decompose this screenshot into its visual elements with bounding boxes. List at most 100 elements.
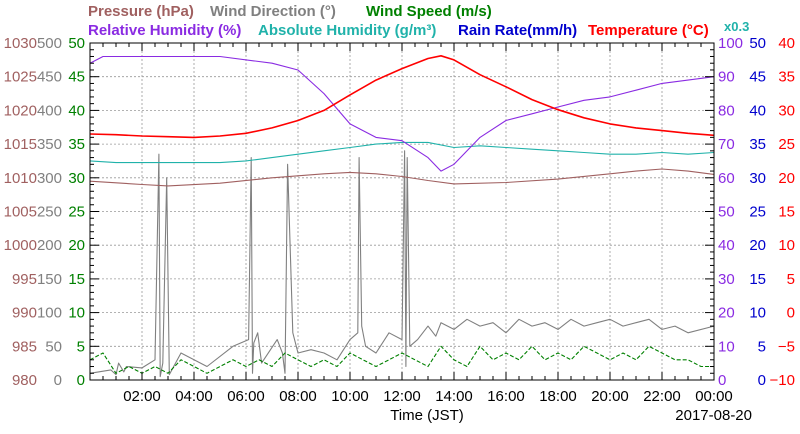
legend: Pressure (hPa) Wind Direction (°) Wind S… xyxy=(88,3,749,39)
wind-speed-tick-label: 10 xyxy=(68,305,85,322)
humidity-tick-label: 20 xyxy=(718,305,735,322)
legend-pressure: Pressure (hPa) xyxy=(88,3,194,20)
wind-speed-tick-label: 20 xyxy=(68,237,85,254)
x-tick-label: 04:00 xyxy=(175,388,213,405)
x-tick-label: 02:00 xyxy=(123,388,161,405)
grid xyxy=(90,43,714,380)
legend-absolute-humidity: Absolute Humidity (g/m³) xyxy=(258,22,436,39)
wind-direction-tick-label: 400 xyxy=(37,102,62,119)
wind-speed-tick-label: 50 xyxy=(68,35,85,52)
rain-rate-tick-label: 25 xyxy=(749,204,766,221)
x-tick-label: 16:00 xyxy=(487,388,525,405)
left-axes: 1030102510201015101010051000995990985980… xyxy=(4,35,85,389)
humidity-tick-label: 10 xyxy=(718,338,735,355)
wind-speed-tick-label: 35 xyxy=(68,136,85,153)
temperature-tick-label: 40 xyxy=(778,35,795,52)
tick-marks xyxy=(89,42,715,381)
x-tick-label: 22:00 xyxy=(643,388,681,405)
pressure-tick-label: 995 xyxy=(12,271,37,288)
humidity-tick-label: 60 xyxy=(718,170,735,187)
x-tick-label: 06:00 xyxy=(227,388,265,405)
rain-rate-tick-label: 45 xyxy=(749,69,766,86)
x-tick-label: 10:00 xyxy=(331,388,369,405)
series-relative-humidity xyxy=(89,55,715,172)
pressure-tick-label: 1030 xyxy=(4,35,37,52)
temperature-tick-label: 35 xyxy=(778,69,795,86)
x-tick-label: 20:00 xyxy=(591,388,629,405)
legend-wind-speed: Wind Speed (m/s) xyxy=(366,3,492,20)
legend-temperature: Temperature (°C) xyxy=(588,22,709,39)
legend-rain-rate: Rain Rate(mm/h) xyxy=(458,22,577,39)
date-label: 2017-08-20 xyxy=(675,407,752,424)
wind-speed-tick-label: 5 xyxy=(77,338,85,355)
humidity-tick-label: 50 xyxy=(718,204,735,221)
wind-direction-tick-label: 250 xyxy=(37,204,62,221)
rain-rate-tick-label: 40 xyxy=(749,102,766,119)
temperature-tick-label: 15 xyxy=(778,204,795,221)
legend-relative-humidity: Relative Humidity (%) xyxy=(88,22,241,39)
rain-rate-tick-label: 5 xyxy=(758,338,766,355)
pressure-tick-label: 1025 xyxy=(4,69,37,86)
humidity-tick-label: 40 xyxy=(718,237,735,254)
temperature-tick-label: 0 xyxy=(787,305,795,322)
x-tick-label: 12:00 xyxy=(383,388,421,405)
wind-speed-tick-label: 45 xyxy=(68,69,85,86)
pressure-tick-label: 1000 xyxy=(4,237,37,254)
x-tick-label: 08:00 xyxy=(279,388,317,405)
wind-speed-tick-label: 25 xyxy=(68,204,85,221)
wind-speed-tick-label: 30 xyxy=(68,170,85,187)
rain-rate-tick-label: 50 xyxy=(749,35,766,52)
wind-direction-tick-label: 500 xyxy=(37,35,62,52)
pressure-tick-label: 1020 xyxy=(4,102,37,119)
series-absolute-humidity-g-m xyxy=(89,141,715,164)
temperature-tick-label: −5 xyxy=(778,338,795,355)
temperature-scale-note: x0.3 xyxy=(724,19,749,34)
wind-speed-tick-label: 15 xyxy=(68,271,85,288)
humidity-tick-label: 0 xyxy=(718,372,726,389)
x-axis-title: Time (JST) xyxy=(390,407,464,424)
x-axis: 02:00 04:00 06:00 08:00 10:00 12:00 14:00 16:00… xyxy=(123,388,733,405)
x-tick-label: 00:00 xyxy=(695,388,733,405)
temperature-tick-label: −10 xyxy=(770,372,795,389)
pressure-tick-label: 985 xyxy=(12,338,37,355)
humidity-tick-label: 100 xyxy=(718,35,743,52)
series-pressure-hpa xyxy=(89,168,715,187)
series-wind-speed-m-s xyxy=(89,345,714,374)
humidity-tick-label: 90 xyxy=(718,69,735,86)
temperature-tick-label: 5 xyxy=(787,271,795,288)
humidity-tick-label: 70 xyxy=(718,136,735,153)
wind-direction-tick-label: 0 xyxy=(54,372,62,389)
pressure-tick-label: 1005 xyxy=(4,204,37,221)
rain-rate-tick-label: 20 xyxy=(749,237,766,254)
humidity-tick-label: 30 xyxy=(718,271,735,288)
pressure-tick-label: 990 xyxy=(12,305,37,322)
x-tick-label: 18:00 xyxy=(539,388,577,405)
humidity-tick-label: 80 xyxy=(718,102,735,119)
wind-direction-tick-label: 450 xyxy=(37,69,62,86)
temperature-tick-label: 30 xyxy=(778,102,795,119)
temperature-tick-label: 10 xyxy=(778,237,795,254)
series-temperature-c xyxy=(89,55,715,139)
rain-rate-tick-label: 10 xyxy=(749,305,766,322)
pressure-tick-label: 980 xyxy=(12,372,37,389)
wind-direction-tick-label: 100 xyxy=(37,305,62,322)
rain-rate-tick-label: 35 xyxy=(749,136,766,153)
legend-wind-direction: Wind Direction (°) xyxy=(210,3,336,20)
rain-rate-tick-label: 30 xyxy=(749,170,766,187)
wind-direction-tick-label: 150 xyxy=(37,271,62,288)
pressure-tick-label: 1015 xyxy=(4,136,37,153)
wind-direction-tick-label: 300 xyxy=(37,170,62,187)
x-tick-label: 14:00 xyxy=(435,388,473,405)
wind-direction-tick-label: 350 xyxy=(37,136,62,153)
wind-direction-tick-label: 50 xyxy=(45,338,62,355)
wind-speed-tick-label: 40 xyxy=(68,102,85,119)
rain-rate-tick-label: 15 xyxy=(749,271,766,288)
temperature-tick-label: 20 xyxy=(778,170,795,187)
series-wind-direction xyxy=(89,150,715,378)
temperature-tick-label: 25 xyxy=(778,136,795,153)
pressure-tick-label: 1010 xyxy=(4,170,37,187)
right-axes: 1009080706050403020100504540353025201510… xyxy=(718,35,795,389)
rain-rate-tick-label: 0 xyxy=(758,372,766,389)
wind-speed-tick-label: 0 xyxy=(77,372,85,389)
